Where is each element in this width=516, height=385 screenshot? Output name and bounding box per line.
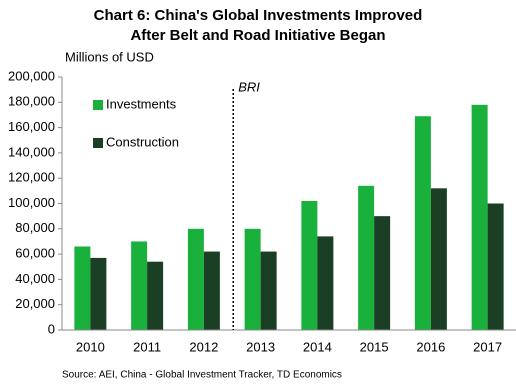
bar bbox=[244, 228, 261, 330]
bar bbox=[187, 228, 204, 330]
y-tick-label: 40,000 bbox=[15, 271, 55, 286]
bar bbox=[301, 200, 318, 330]
y-tick-label: 20,000 bbox=[15, 296, 55, 311]
bar bbox=[317, 236, 334, 330]
y-tick-label: 120,000 bbox=[8, 170, 55, 185]
x-tick-label: 2017 bbox=[473, 339, 502, 354]
x-tick-label: 2014 bbox=[303, 339, 332, 354]
bar bbox=[260, 251, 277, 330]
x-tick-label: 2016 bbox=[416, 339, 445, 354]
legend-swatch bbox=[93, 100, 103, 110]
y-tick-label: 80,000 bbox=[15, 220, 55, 235]
y-tick-label: 180,000 bbox=[8, 94, 55, 109]
y-axis-label: Millions of USD bbox=[65, 49, 154, 64]
x-tick-label: 2010 bbox=[76, 339, 105, 354]
legend-swatch bbox=[93, 138, 103, 148]
y-tick-label: 200,000 bbox=[8, 68, 55, 83]
y-tick-label: 140,000 bbox=[8, 144, 55, 159]
x-tick-label: 2011 bbox=[133, 339, 161, 354]
chart-title: After Belt and Road Initiative Began bbox=[130, 27, 385, 44]
bar bbox=[374, 216, 391, 330]
chart-title: Chart 6: China's Global Investments Impr… bbox=[94, 7, 423, 24]
bar bbox=[430, 188, 447, 330]
y-tick-label: 100,000 bbox=[8, 195, 55, 210]
bar bbox=[90, 257, 107, 330]
bar bbox=[74, 246, 91, 330]
annotation: BRI bbox=[238, 79, 260, 94]
x-tick-label: 2015 bbox=[360, 339, 389, 354]
bar bbox=[487, 203, 504, 330]
legend-label: Investments bbox=[106, 96, 177, 111]
bar bbox=[471, 104, 488, 330]
y-tick-label: 160,000 bbox=[8, 119, 55, 134]
x-tick-label: 2013 bbox=[246, 339, 275, 354]
legend-label: Construction bbox=[106, 134, 179, 149]
bar bbox=[147, 261, 164, 330]
bar bbox=[203, 251, 220, 330]
x-tick-label: 2012 bbox=[189, 339, 218, 354]
bar bbox=[414, 116, 431, 330]
y-tick-label: 0 bbox=[48, 321, 55, 336]
source: Source: AEI, China - Global Investment T… bbox=[62, 370, 342, 381]
bar bbox=[358, 185, 375, 330]
bar bbox=[131, 241, 148, 330]
y-tick-label: 60,000 bbox=[15, 246, 55, 261]
